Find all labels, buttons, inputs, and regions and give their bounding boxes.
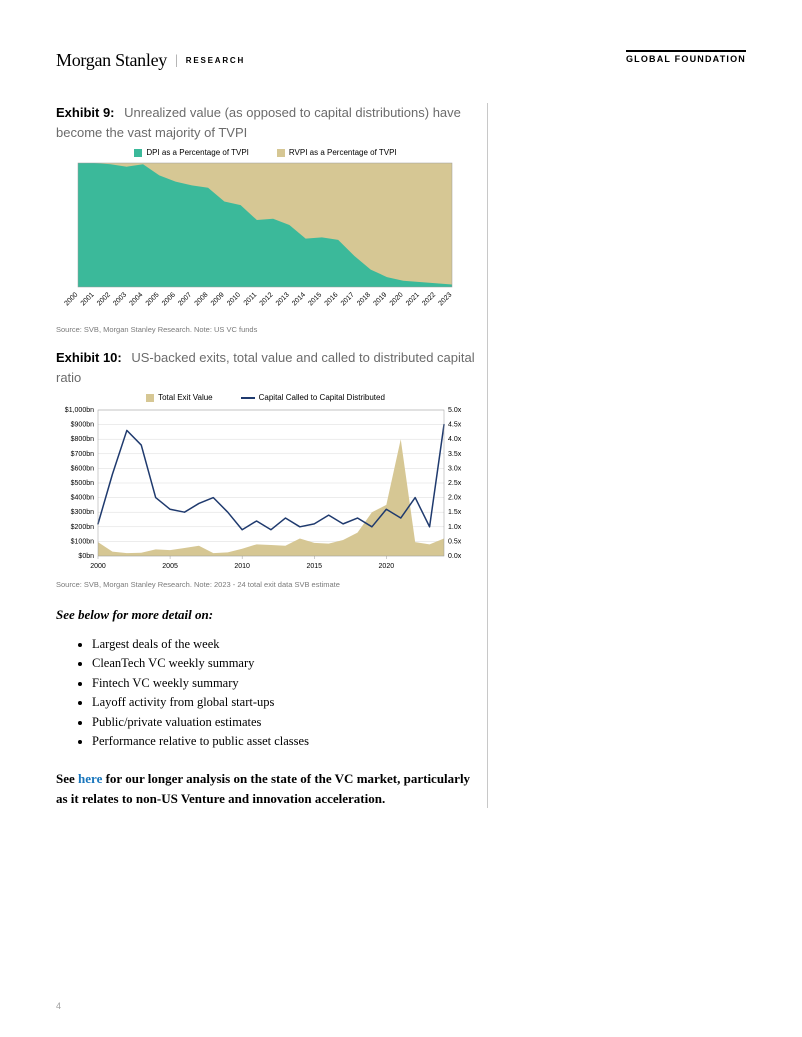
exhibit-9-source: Source: SVB, Morgan Stanley Research. No… (56, 325, 475, 334)
svg-text:3.5x: 3.5x (448, 451, 462, 458)
svg-text:2020: 2020 (389, 291, 405, 307)
exhibit-9-caption: Unrealized value (as opposed to capital … (56, 105, 461, 140)
svg-text:1.5x: 1.5x (448, 509, 462, 516)
svg-text:$800bn: $800bn (71, 436, 94, 443)
legend-swatch-icon (134, 149, 142, 157)
page-header: Morgan Stanley | RESEARCH GLOBAL FOUNDAT… (56, 50, 746, 71)
svg-text:2001: 2001 (80, 291, 96, 307)
svg-text:2007: 2007 (177, 291, 193, 307)
svg-text:$600bn: $600bn (71, 465, 94, 472)
closing-suffix: for our longer analysis on the state of … (56, 771, 470, 806)
svg-text:2000: 2000 (90, 563, 106, 570)
right-brand: GLOBAL FOUNDATION (626, 50, 746, 64)
details-heading: See below for more detail on: (56, 607, 475, 623)
legend-label: DPI as a Percentage of TVPI (146, 148, 249, 157)
svg-text:2002: 2002 (96, 291, 112, 307)
sub-brand: RESEARCH (186, 56, 245, 65)
svg-text:$0bn: $0bn (78, 553, 94, 560)
exhibit-9-num: Exhibit 9: (56, 105, 115, 120)
svg-text:2.5x: 2.5x (448, 480, 462, 487)
svg-text:2017: 2017 (340, 291, 356, 307)
svg-text:2003: 2003 (112, 291, 128, 307)
exhibit-10-num: Exhibit 10: (56, 350, 122, 365)
svg-text:2006: 2006 (161, 291, 177, 307)
brand-name: Morgan Stanley (56, 50, 167, 71)
brand-block: Morgan Stanley | RESEARCH (56, 50, 245, 71)
legend-label: Total Exit Value (158, 393, 213, 402)
svg-text:2.0x: 2.0x (448, 495, 462, 502)
svg-text:$400bn: $400bn (71, 495, 94, 502)
exhibit-9-legend: DPI as a Percentage of TVPI RVPI as a Pe… (56, 148, 475, 157)
legend-line-icon (241, 397, 255, 399)
svg-text:2015: 2015 (306, 563, 322, 570)
svg-text:2016: 2016 (324, 291, 340, 307)
svg-text:$900bn: $900bn (71, 422, 94, 429)
detail-item: Layoff activity from global start-ups (92, 693, 475, 712)
brand-separator: | (175, 53, 178, 69)
detail-item: CleanTech VC weekly summary (92, 654, 475, 673)
svg-text:3.0x: 3.0x (448, 465, 462, 472)
detail-item: Public/private valuation estimates (92, 713, 475, 732)
svg-text:2000: 2000 (63, 291, 79, 307)
exhibit-9-title: Exhibit 9: Unrealized value (as opposed … (56, 103, 475, 142)
exhibit-9-chart: DPI as a Percentage of TVPI RVPI as a Pe… (56, 148, 475, 321)
svg-text:2020: 2020 (379, 563, 395, 570)
detail-item: Fintech VC weekly summary (92, 674, 475, 693)
legend-item: RVPI as a Percentage of TVPI (277, 148, 397, 157)
legend-swatch-icon (277, 149, 285, 157)
closing-paragraph: See here for our longer analysis on the … (56, 769, 475, 808)
svg-text:2018: 2018 (356, 291, 372, 307)
exhibit-10-svg: $0bn $100bn $200bn $300bn $400bn $500bn $600bn… (56, 406, 476, 576)
detail-item: Largest deals of the week (92, 635, 475, 654)
exhibit-9-svg: 2000200120022003200420052006200720082009… (56, 161, 456, 321)
svg-text:$700bn: $700bn (71, 451, 94, 458)
legend-swatch-icon (146, 394, 154, 402)
svg-text:2015: 2015 (307, 291, 323, 307)
svg-text:$300bn: $300bn (71, 509, 94, 516)
svg-text:2009: 2009 (210, 291, 226, 307)
svg-text:2013: 2013 (275, 291, 291, 307)
closing-prefix: See (56, 771, 78, 786)
svg-text:0.5x: 0.5x (448, 538, 462, 545)
svg-text:2021: 2021 (405, 291, 421, 307)
svg-text:$100bn: $100bn (71, 538, 94, 545)
page: Morgan Stanley | RESEARCH GLOBAL FOUNDAT… (0, 0, 802, 1037)
legend-item: Total Exit Value (146, 393, 213, 402)
svg-text:2012: 2012 (259, 291, 275, 307)
exhibit-10-chart: Total Exit Value Capital Called to Capit… (56, 393, 475, 576)
legend-item: DPI as a Percentage of TVPI (134, 148, 249, 157)
svg-text:$500bn: $500bn (71, 480, 94, 487)
detail-item: Performance relative to public asset cla… (92, 732, 475, 751)
svg-text:2010: 2010 (234, 563, 250, 570)
svg-text:4.0x: 4.0x (448, 436, 462, 443)
legend-label: Capital Called to Capital Distributed (259, 393, 385, 402)
svg-text:4.5x: 4.5x (448, 422, 462, 429)
closing-link[interactable]: here (78, 771, 102, 786)
exhibit-10-legend: Total Exit Value Capital Called to Capit… (56, 393, 475, 402)
page-number: 4 (56, 1001, 61, 1011)
svg-text:$1,000bn: $1,000bn (65, 407, 94, 414)
svg-text:2014: 2014 (291, 291, 307, 307)
legend-label: RVPI as a Percentage of TVPI (289, 148, 397, 157)
content-column: Exhibit 9: Unrealized value (as opposed … (56, 103, 488, 808)
svg-text:2005: 2005 (145, 291, 161, 307)
svg-text:2004: 2004 (128, 291, 144, 307)
svg-text:2005: 2005 (162, 563, 178, 570)
svg-text:1.0x: 1.0x (448, 524, 462, 531)
svg-text:$200bn: $200bn (71, 524, 94, 531)
svg-text:2011: 2011 (243, 291, 259, 307)
svg-text:5.0x: 5.0x (448, 407, 462, 414)
svg-text:2019: 2019 (372, 291, 388, 307)
exhibit-10-title: Exhibit 10: US-backed exits, total value… (56, 348, 475, 387)
svg-text:2008: 2008 (194, 291, 210, 307)
legend-item: Capital Called to Capital Distributed (241, 393, 385, 402)
exhibit-10-source: Source: SVB, Morgan Stanley Research. No… (56, 580, 475, 589)
svg-text:2022: 2022 (421, 291, 437, 307)
svg-text:2023: 2023 (437, 291, 453, 307)
svg-text:0.0x: 0.0x (448, 553, 462, 560)
svg-text:2010: 2010 (226, 291, 242, 307)
details-list: Largest deals of the weekCleanTech VC we… (92, 635, 475, 751)
